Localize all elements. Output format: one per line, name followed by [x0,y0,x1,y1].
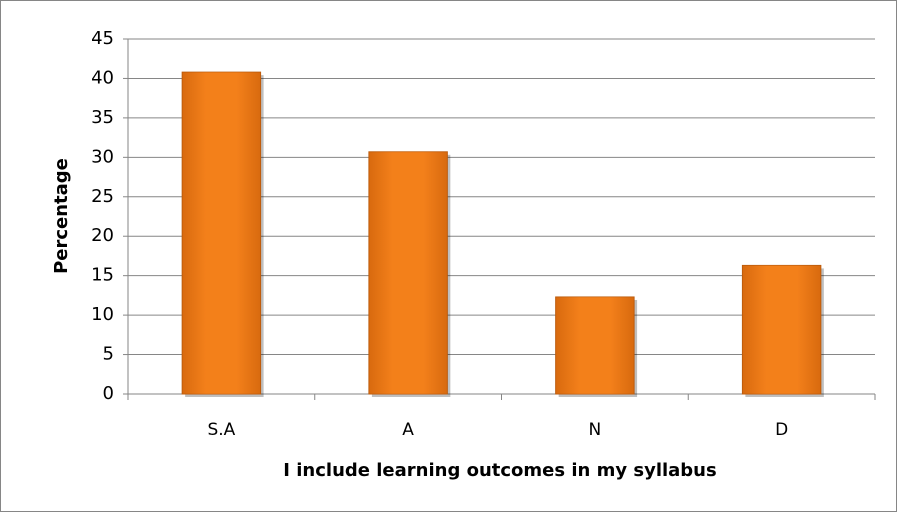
x-tick-label: S.A [207,420,235,440]
y-tick-label: 40 [91,67,114,88]
x-tick-label: A [402,420,414,440]
x-tick-label: D [775,420,788,440]
y-axis-title: Percentage [51,158,72,274]
bar-shine [555,296,635,394]
y-tick-label: 0 [103,383,114,404]
y-tick-label: 35 [91,107,114,128]
x-tick-label: N [589,420,602,440]
y-tick-label: 30 [91,146,114,167]
y-tick-label: 10 [91,304,114,325]
bar-shine [368,151,448,394]
x-axis-title: I include learning outcomes in my syllab… [283,460,716,481]
y-tick-label: 25 [91,186,114,207]
y-tick-label: 15 [91,265,114,286]
bar-shine [742,265,821,394]
y-tick-label: 20 [91,225,114,246]
y-tick-label: 45 [91,28,114,49]
bar-shine [182,72,261,394]
y-tick-label: 5 [103,344,114,365]
